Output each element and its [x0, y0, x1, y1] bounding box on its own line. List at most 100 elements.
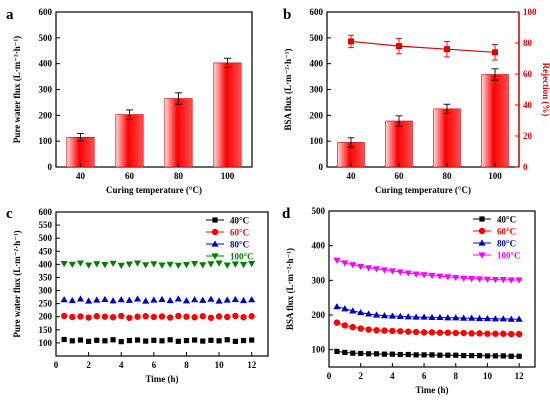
- data-point: [444, 274, 452, 281]
- data-point: [133, 295, 142, 302]
- data-point: [126, 337, 132, 344]
- data-point: [516, 353, 522, 359]
- data-point: [166, 261, 174, 268]
- data-point: [143, 338, 149, 344]
- right-y-tick-label: 60: [523, 69, 533, 79]
- y-tick-label: 250: [39, 299, 53, 309]
- legend-label: 60°C: [497, 227, 516, 237]
- data-point: [182, 262, 191, 269]
- y-tick-label: 200: [39, 110, 53, 120]
- data-point: [404, 270, 412, 277]
- data-point: [248, 260, 256, 268]
- data-point: [365, 265, 373, 272]
- data-point: [61, 336, 67, 343]
- plot-frame: [55, 211, 269, 357]
- legend-label: 100°C: [230, 252, 254, 262]
- data-point: [93, 313, 100, 320]
- series-1: [60, 312, 255, 321]
- data-point: [397, 328, 404, 335]
- data-point: [117, 262, 125, 270]
- data-point: [437, 352, 443, 358]
- data-point: [500, 330, 507, 337]
- legend-label: 60°C: [230, 228, 249, 238]
- data-point: [484, 330, 491, 337]
- x-tick-label: 60: [395, 171, 405, 181]
- data-point: [118, 339, 124, 345]
- y-tick-label: 600: [39, 7, 53, 17]
- data-point: [444, 329, 452, 336]
- data-point: [460, 275, 468, 282]
- data-point: [515, 330, 523, 338]
- data-point: [468, 330, 475, 337]
- data-point: [183, 313, 190, 320]
- data-point: [231, 261, 239, 268]
- data-point: [159, 338, 165, 344]
- x-tick-label: 6: [152, 360, 157, 370]
- x-tick-label: 10: [483, 371, 493, 381]
- data-point: [158, 295, 166, 303]
- data-point: [76, 295, 85, 302]
- data-point: [191, 296, 199, 303]
- data-point: [452, 274, 460, 282]
- y-tick-label: 500: [39, 233, 53, 243]
- data-point: [388, 268, 396, 275]
- data-point: [126, 314, 133, 321]
- data-point: [429, 352, 435, 358]
- y-tick-label: 350: [39, 272, 53, 282]
- data-point: [461, 352, 467, 359]
- data-point: [93, 261, 101, 268]
- data-point: [445, 352, 451, 358]
- data-point: [232, 312, 239, 320]
- y-axis-label: BSA flux (L·m⁻²·h⁻¹): [283, 49, 293, 131]
- x-tick-label: 0: [54, 360, 59, 370]
- data-point: [491, 315, 499, 322]
- legend-label: 40°C: [230, 216, 249, 226]
- x-tick-label: 40: [347, 171, 357, 181]
- series-3: [60, 260, 256, 270]
- x-axis-label: Time (h): [145, 374, 178, 384]
- data-point: [413, 352, 419, 358]
- rejection-point: [444, 46, 450, 53]
- right-y-tick-label: 100: [523, 7, 537, 17]
- data-point: [469, 352, 475, 359]
- data-point: [515, 315, 523, 322]
- y-tick-label: 200: [310, 110, 324, 120]
- data-point: [109, 260, 117, 267]
- x-axis-label: Curing temperature (°C): [375, 185, 471, 195]
- data-point: [381, 351, 388, 357]
- data-point: [460, 329, 467, 337]
- data-point: [453, 352, 459, 358]
- y-tick-label: 600: [39, 207, 53, 217]
- y-tick-label: 300: [310, 85, 324, 95]
- data-point: [174, 295, 182, 302]
- y-tick-label: 100: [312, 345, 326, 355]
- series-0: [334, 348, 522, 359]
- data-point: [507, 277, 515, 284]
- data-point: [350, 350, 356, 356]
- data-point: [484, 353, 491, 359]
- data-point: [476, 330, 483, 337]
- series-2: [60, 295, 256, 304]
- data-point: [240, 314, 247, 321]
- data-point: [436, 273, 444, 280]
- data-point: [142, 313, 149, 320]
- data-point: [388, 312, 396, 319]
- data-point: [215, 297, 223, 304]
- data-point: [492, 330, 499, 337]
- legend-marker: [212, 217, 218, 223]
- data-point: [85, 262, 93, 269]
- data-point: [199, 262, 207, 269]
- data-point: [420, 313, 428, 320]
- data-point: [101, 262, 109, 269]
- data-point: [492, 353, 498, 359]
- y-tick-label: 450: [39, 246, 53, 256]
- data-point: [231, 295, 239, 303]
- legend-label: 100°C: [497, 251, 521, 261]
- data-point: [373, 351, 380, 357]
- rejection-line: [350, 40, 496, 53]
- data-point: [142, 262, 150, 269]
- data-point: [412, 313, 420, 320]
- data-point: [358, 350, 364, 357]
- data-point: [515, 277, 523, 284]
- x-tick-label: 4: [119, 360, 124, 370]
